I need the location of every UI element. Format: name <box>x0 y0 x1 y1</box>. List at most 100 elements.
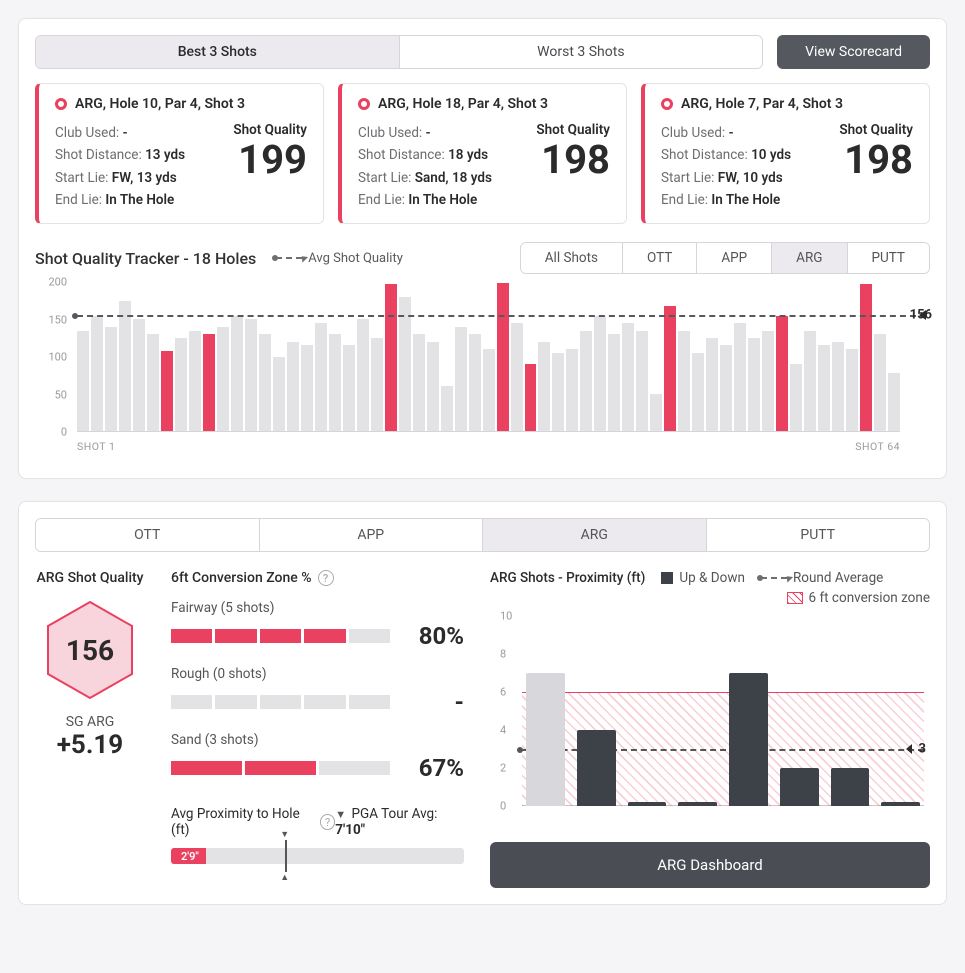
conversion-segment <box>245 761 316 775</box>
shot-card[interactable]: ARG, Hole 7, Par 4, Shot 3 Club Used: - … <box>641 83 930 224</box>
shot-card-title: ARG, Hole 18, Par 4, Shot 3 <box>358 96 610 112</box>
conversion-segment <box>260 629 301 643</box>
tracker-bar <box>832 342 844 431</box>
filter-tab-all-shots[interactable]: All Shots <box>521 243 623 273</box>
conversion-row: Sand (3 shots) 67% <box>171 732 464 782</box>
tracker-bar <box>427 342 439 431</box>
tracker-bar <box>259 334 271 431</box>
proximity-fill-text: 2'9" <box>181 850 199 863</box>
tracker-bar <box>133 319 145 431</box>
sg-value: +5.19 <box>35 730 145 760</box>
conversion-col: 6ft Conversion Zone % ? Fairway (5 shots… <box>171 570 464 888</box>
x-label-first: SHOT 1 <box>77 440 115 453</box>
help-icon[interactable]: ? <box>318 570 334 586</box>
avg-proximity-label: Avg Proximity to Hole (ft) <box>171 806 314 838</box>
filter-tab-arg[interactable]: ARG <box>772 243 847 273</box>
tab-worst-shots[interactable]: Worst 3 Shots <box>400 36 763 68</box>
legend-round-avg-label: Round Average <box>793 570 883 586</box>
pga-tour-label: PGA Tour Avg: <box>352 806 438 822</box>
tracker-title: Shot Quality Tracker - 18 Holes <box>35 249 256 268</box>
tracker-bar <box>343 345 355 431</box>
help-icon[interactable]: ? <box>320 814 335 830</box>
conversion-label: Fairway (5 shots) <box>171 600 464 616</box>
cat-tab-app[interactable]: APP <box>260 519 484 551</box>
tracker-bar <box>91 316 103 431</box>
square-icon <box>661 572 673 584</box>
conversion-segment <box>349 629 390 643</box>
filter-tab-putt[interactable]: PUTT <box>848 243 930 273</box>
shots-panel: Best 3 Shots Worst 3 Shots View Scorecar… <box>18 18 947 479</box>
shot-quality-value: 198 <box>536 140 610 180</box>
proximity-bar <box>678 802 717 806</box>
marker-icon: ▼ <box>335 808 346 821</box>
legend-avg-label: Avg Shot Quality <box>308 251 403 266</box>
tab-best-shots[interactable]: Best 3 Shots <box>36 36 400 68</box>
top-row: Best 3 Shots Worst 3 Shots View Scorecar… <box>35 35 930 69</box>
proximity-bar <box>881 802 920 806</box>
proximity-track: 2'9" <box>171 848 464 864</box>
conversion-row: Fairway (5 shots) 80% <box>171 600 464 650</box>
tracker-bar <box>357 319 369 431</box>
hatch-icon <box>787 592 803 604</box>
proximity-bar <box>831 768 870 806</box>
y-tick: 4 <box>500 724 506 737</box>
conversion-percent: 67% <box>408 754 464 782</box>
y-tick: 0 <box>500 800 506 813</box>
shot-quality-value: 199 <box>233 140 307 180</box>
shot-details: Club Used: - Shot Distance: 10 yds Start… <box>661 122 791 211</box>
arg-quality-title: ARG Shot Quality <box>35 570 145 586</box>
circle-icon <box>661 98 673 110</box>
shot-card[interactable]: ARG, Hole 18, Par 4, Shot 3 Club Used: -… <box>338 83 627 224</box>
proximity-header-2: 6 ft conversion zone <box>490 590 930 606</box>
cat-tab-arg[interactable]: ARG <box>483 519 707 551</box>
shot-card[interactable]: ARG, Hole 10, Par 4, Shot 3 Club Used: -… <box>35 83 324 224</box>
proximity-fill: 2'9" <box>171 848 206 864</box>
tracker-bar <box>594 316 606 431</box>
tracker-bar <box>511 323 523 431</box>
proximity-bar <box>729 673 768 806</box>
tracker-bar <box>538 342 550 431</box>
category-tabs: OTTAPPARGPUTT <box>35 518 930 552</box>
shot-quality-value: 198 <box>839 140 913 180</box>
tracker-header: Shot Quality Tracker - 18 Holes Avg Shot… <box>35 242 930 274</box>
arg-dashboard-button[interactable]: ARG Dashboard <box>490 842 930 888</box>
conversion-bar <box>171 695 390 709</box>
legend-up-down: Up & Down <box>661 570 745 586</box>
y-tick: 200 <box>48 276 67 289</box>
conversion-title-text: 6ft Conversion Zone % <box>171 570 312 586</box>
proximity-bar <box>780 768 819 806</box>
tracker-bar <box>119 301 131 431</box>
tracker-bar <box>203 334 215 431</box>
legend-zone-label: 6 ft conversion zone <box>809 590 930 606</box>
tracker-bar <box>77 331 89 432</box>
tracker-bar <box>483 349 495 431</box>
circle-icon <box>358 98 370 110</box>
tracker-bar <box>860 284 872 432</box>
conversion-segment <box>304 629 345 643</box>
tracker-bar <box>287 342 299 431</box>
tracker-bar <box>790 364 802 431</box>
tracker-bar <box>175 338 187 431</box>
tracker-chart: 050100150200 SHOT 1 SHOT 64 156 <box>35 282 930 462</box>
filter-tab-ott[interactable]: OTT <box>623 243 697 273</box>
y-tick: 50 <box>55 388 67 401</box>
tracker-bar <box>580 331 592 432</box>
tracker-bar <box>105 327 117 431</box>
hex-value: 156 <box>66 634 114 667</box>
cat-tab-ott[interactable]: OTT <box>36 519 260 551</box>
filter-tab-app[interactable]: APP <box>697 243 772 273</box>
proximity-header: ARG Shots - Proximity (ft) Up & Down Rou… <box>490 570 930 586</box>
conversion-segment <box>304 695 345 709</box>
conversion-segment <box>349 695 390 709</box>
view-scorecard-button[interactable]: View Scorecard <box>777 35 930 69</box>
tracker-bar <box>217 327 229 431</box>
tracker-bar <box>734 323 746 431</box>
proximity-marker <box>285 840 287 872</box>
legend-round-avg: Round Average <box>761 570 883 586</box>
arg-panel: OTTAPPARGPUTT ARG Shot Quality 156 SG AR… <box>18 501 947 905</box>
tracker-bar <box>315 323 327 431</box>
cat-tab-putt[interactable]: PUTT <box>707 519 930 551</box>
tracker-bar <box>664 306 676 431</box>
conversion-segment <box>171 695 212 709</box>
tracker-bar <box>762 331 774 432</box>
